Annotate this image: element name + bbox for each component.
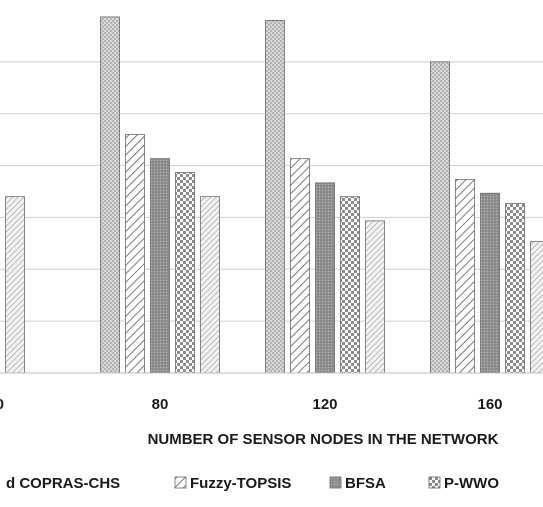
legend-swatch bbox=[329, 476, 342, 489]
legend-label: d COPRAS-CHS bbox=[6, 475, 120, 492]
x-tick-label: 120 bbox=[312, 396, 337, 413]
bar-p-wwo-160 bbox=[505, 203, 525, 374]
bar-bfsa-120 bbox=[315, 182, 335, 374]
x-tick-labels: 0 80 120 160 bbox=[0, 396, 503, 413]
bar-bfsa-160 bbox=[480, 192, 500, 374]
bar-bfsa-80 bbox=[150, 158, 170, 374]
bar-d-copras-chs-120 bbox=[265, 19, 285, 374]
legend-label: Fuzzy-TOPSIS bbox=[190, 475, 291, 492]
x-tick-label: 160 bbox=[477, 396, 502, 413]
legend: d COPRAS-CHS Fuzzy-TOPSIS BFSA P-WWO bbox=[6, 475, 499, 492]
bar-d-copras-chs-160 bbox=[430, 61, 450, 374]
bar-series-5-80 bbox=[200, 196, 220, 374]
bar-d-copras-chs-80 bbox=[100, 16, 120, 374]
x-axis-title: NUMBER OF SENSOR NODES IN THE NETWORK bbox=[148, 431, 499, 448]
legend-swatch bbox=[428, 476, 441, 489]
bar-fuzzy-topsis-120 bbox=[290, 158, 310, 374]
x-tick-label: 0 bbox=[0, 396, 4, 413]
bar-p-wwo-120 bbox=[340, 196, 360, 374]
bar-fuzzy-topsis-80 bbox=[125, 134, 145, 374]
bar-series-5-120 bbox=[365, 220, 385, 374]
legend-swatch bbox=[174, 476, 187, 489]
legend-label: BFSA bbox=[345, 475, 386, 492]
bar-series-5-160 bbox=[530, 241, 543, 374]
bar-fuzzy-topsis-160 bbox=[455, 178, 475, 374]
bar-series-5-0 bbox=[5, 196, 25, 374]
bar-p-wwo-80 bbox=[175, 172, 195, 374]
legend-label: P-WWO bbox=[444, 475, 499, 492]
x-tick-label: 80 bbox=[152, 396, 169, 413]
bars bbox=[5, 16, 543, 374]
